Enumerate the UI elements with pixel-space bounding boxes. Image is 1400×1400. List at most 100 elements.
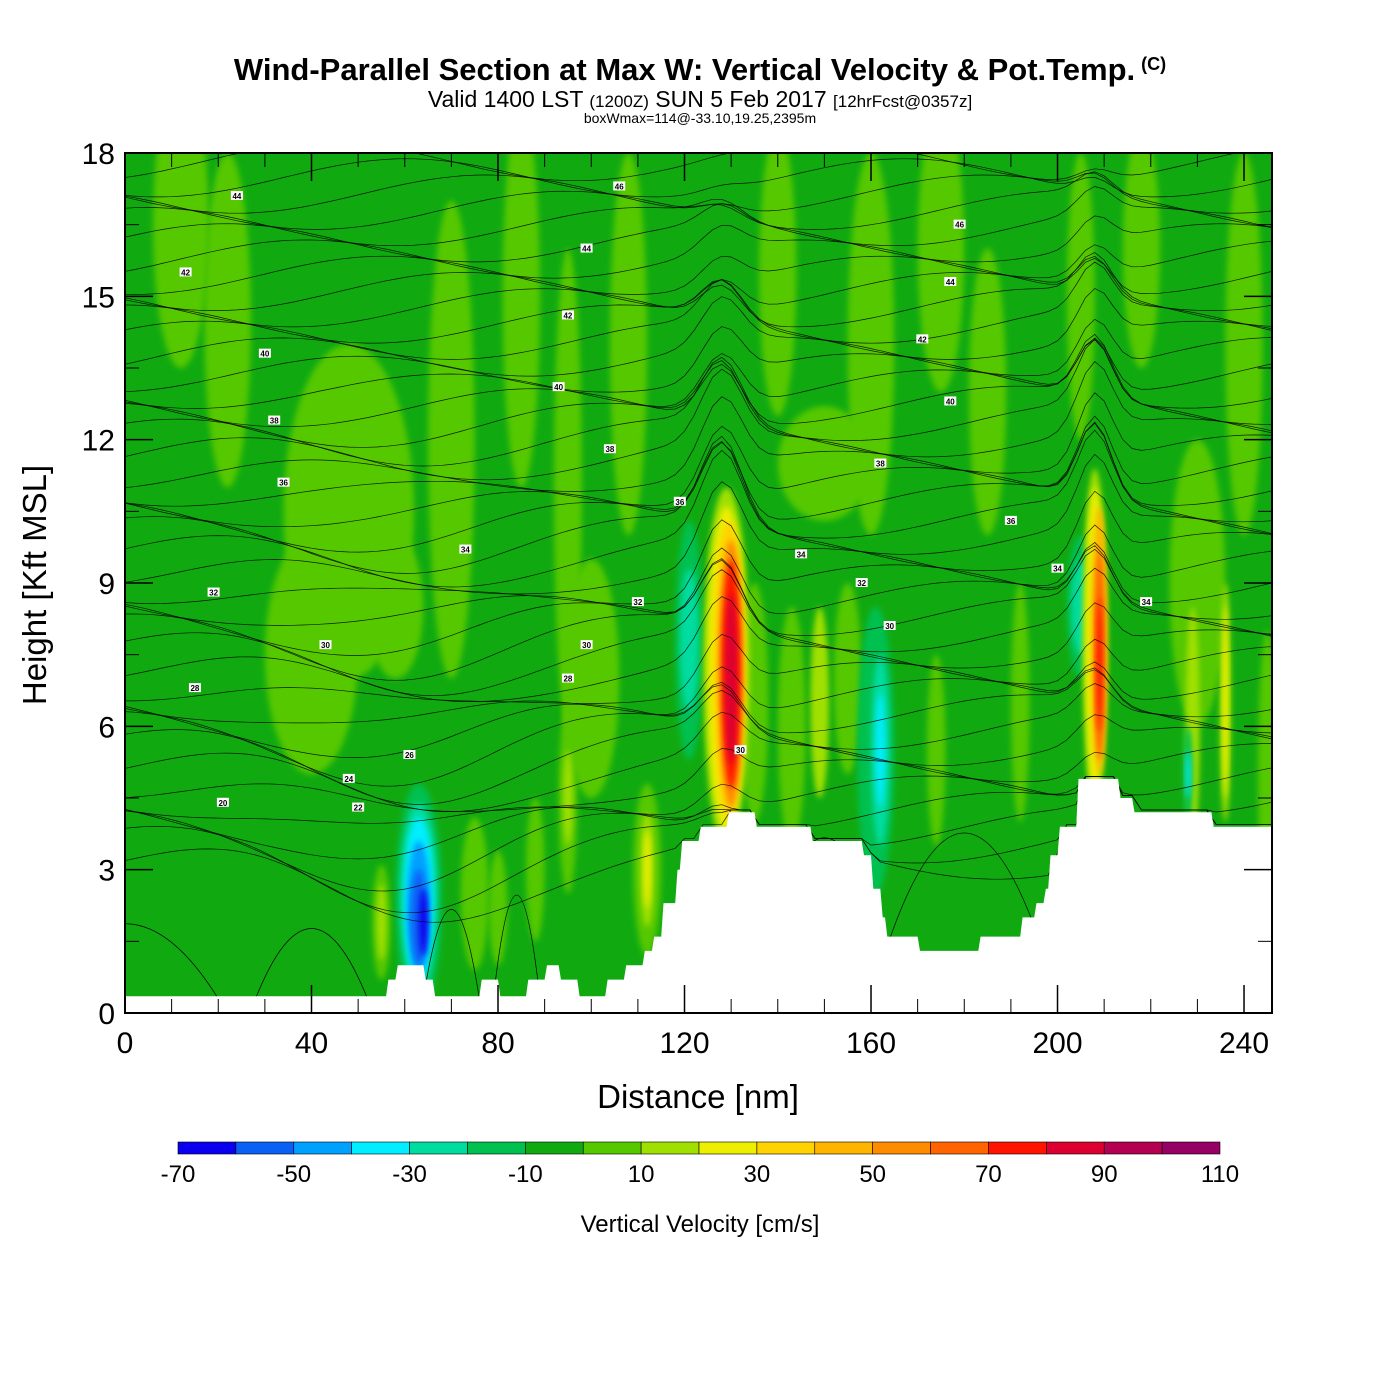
theta-contour	[125, 690, 1272, 805]
contour-label-text: 26	[405, 751, 414, 760]
velocity-cell	[833, 583, 862, 775]
contour-label: 24	[342, 773, 355, 784]
theta-contour	[125, 669, 1272, 758]
contour-label: 30	[319, 640, 332, 650]
colorbar-tick-label: -10	[508, 1161, 543, 1188]
contour-label: 30	[580, 640, 593, 650]
contour-label-bg	[258, 348, 271, 358]
contour-label-text: 32	[209, 589, 218, 598]
contour-label-bg	[188, 683, 201, 693]
contour-label: 42	[179, 267, 192, 277]
theta-contour	[125, 435, 1272, 574]
x-tick-label: 40	[295, 1027, 328, 1060]
x-tick-label: 0	[117, 1027, 134, 1060]
velocity-cell	[777, 606, 806, 846]
colorbar-tick-label: 50	[859, 1161, 886, 1188]
contour-label-text: 40	[946, 397, 955, 406]
theta-contour	[125, 396, 1272, 492]
theta-contour	[125, 326, 1272, 393]
colorbar-swatch	[988, 1141, 1047, 1155]
contour-label: 38	[603, 444, 616, 454]
velocity-cell	[1122, 153, 1161, 368]
contour-label-text: 42	[918, 335, 927, 344]
colorbar-swatch	[1161, 1141, 1221, 1155]
contour-label: 46	[613, 181, 626, 191]
contour-label-bg	[561, 310, 574, 320]
forecast-info: [12hrFcst@0357z]	[833, 92, 973, 111]
velocity-cell	[367, 535, 424, 679]
contour-label: 44	[580, 243, 593, 254]
contour-label-text: 36	[1006, 517, 1015, 526]
y-tick-label: 18	[82, 138, 115, 171]
contour-label-text: 46	[615, 182, 624, 191]
colorbar-swatch	[177, 1141, 237, 1155]
colorbar-swatch	[235, 1141, 295, 1155]
contour-label: 36	[277, 477, 290, 488]
contour-label-bg	[552, 382, 565, 392]
contour-label-text: 30	[321, 641, 330, 650]
colorbar-swatch	[872, 1141, 931, 1155]
contour-label: 36	[673, 496, 686, 507]
contour-label-bg	[580, 243, 593, 253]
velocity-cell	[777, 406, 872, 521]
contour-label-text: 44	[946, 278, 955, 287]
y-tick-label: 3	[98, 855, 115, 888]
contour-label-text: 30	[885, 622, 894, 631]
contour-label-text: 28	[563, 675, 572, 684]
contour-label-bg	[1051, 563, 1064, 573]
contour-label-text: 42	[181, 268, 190, 277]
contour-label-bg	[1004, 515, 1017, 525]
box-wmax-info: boxWmax=114@-33.10,19.25,2395m	[583, 110, 817, 126]
theta-contour	[125, 421, 1272, 507]
contour-label: 26	[403, 750, 416, 760]
velocity-cell	[1066, 153, 1095, 440]
contour-label-bg	[561, 673, 574, 683]
theta-contour	[125, 569, 1272, 697]
contour-label-bg	[230, 191, 243, 200]
contour-label-bg	[944, 277, 957, 286]
contour-label-bg	[459, 544, 472, 554]
theta-contour	[125, 596, 1272, 703]
y-tick-label: 12	[82, 425, 115, 458]
contour-label: 46	[953, 219, 966, 230]
theta-contour	[125, 171, 1272, 230]
x-axis-label: Distance [nm]	[597, 1078, 799, 1115]
theta-contour	[125, 519, 1272, 605]
y-tick-label: 9	[98, 568, 115, 601]
colorbar-swatch	[467, 1141, 526, 1155]
contour-label-bg	[1140, 597, 1153, 607]
colorbar-tick-label: 10	[628, 1161, 655, 1188]
contour-label-text: 44	[232, 192, 241, 201]
theta-contour	[125, 256, 1272, 311]
contour-label-text: 34	[461, 546, 470, 555]
contour-label-text: 34	[1053, 565, 1062, 574]
theta-contour-low	[492, 894, 541, 999]
valid-time: Valid 1400 LST	[427, 86, 583, 112]
contour-label-bg	[673, 496, 686, 506]
x-tick-label: 80	[481, 1027, 514, 1060]
y-tick-label: 15	[82, 281, 115, 314]
contour-label-text: 46	[955, 221, 964, 230]
colorbar-swatch	[351, 1141, 410, 1155]
contour-label-text: 38	[876, 460, 885, 469]
contour-label-bg	[179, 267, 192, 277]
contour-label-text: 24	[344, 775, 353, 784]
velocity-cell	[1096, 597, 1103, 732]
contour-label: 28	[188, 683, 201, 693]
contour-label-bg	[953, 219, 966, 229]
colorbar-swatch	[640, 1141, 700, 1155]
contour-label-bg	[603, 444, 616, 454]
theta-contour	[125, 255, 1272, 295]
colorbar-swatch	[409, 1141, 468, 1155]
contour-label-text: 36	[279, 479, 288, 488]
x-tick-label: 200	[1032, 1027, 1082, 1060]
theta-contour	[125, 711, 1272, 813]
chart-title: Wind-Parallel Section at Max W: Vertical…	[0, 52, 1400, 88]
colorbar-tick-label: 110	[1201, 1161, 1239, 1188]
contour-label-bg	[207, 587, 220, 597]
contour-label-bg	[580, 640, 593, 650]
colorbar-swatch	[1046, 1141, 1105, 1155]
contour-label-bg	[268, 415, 281, 425]
